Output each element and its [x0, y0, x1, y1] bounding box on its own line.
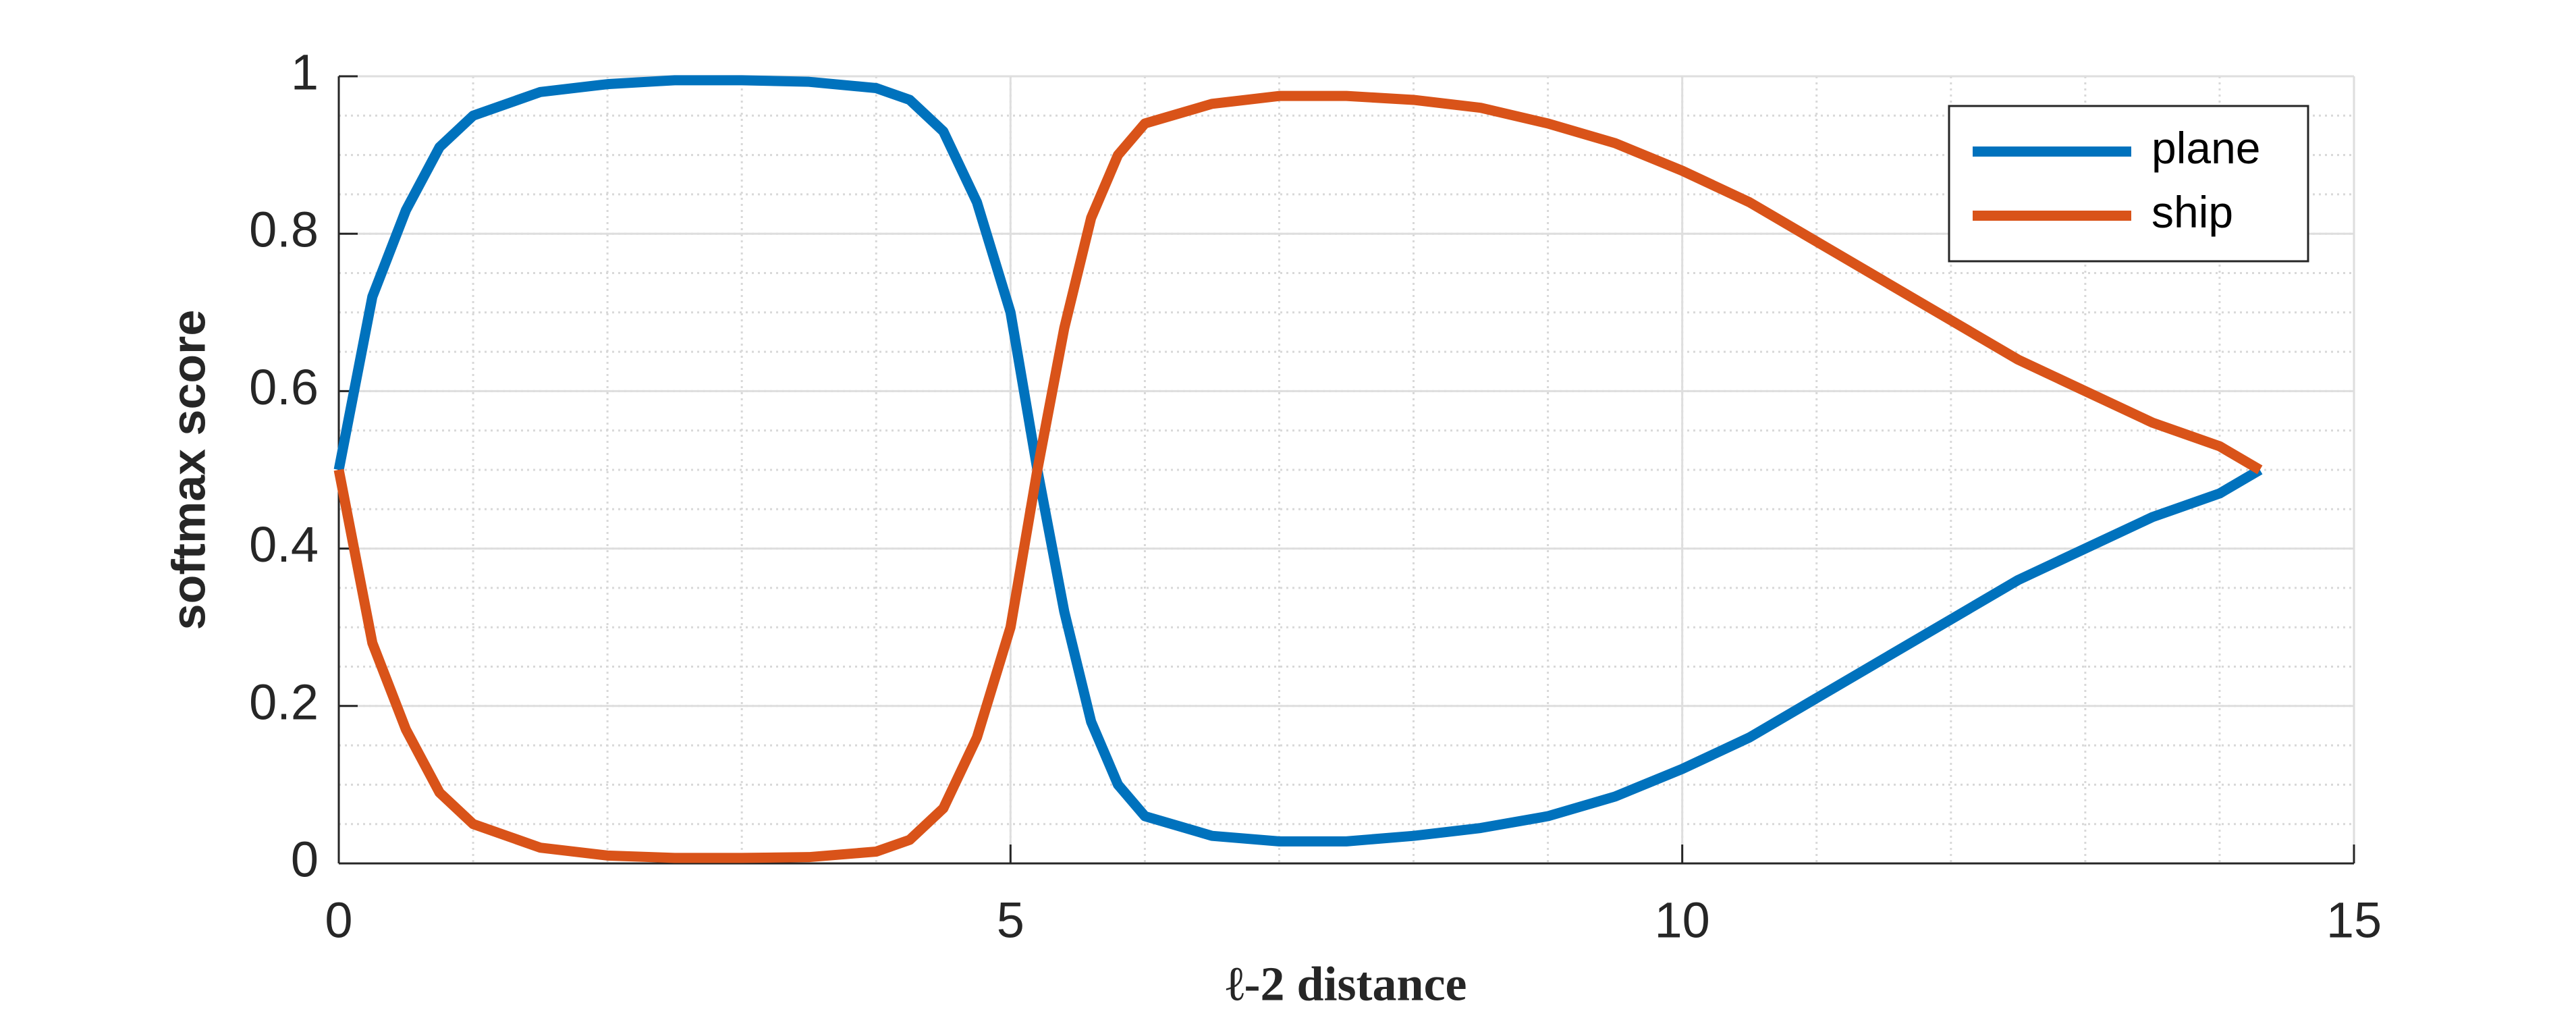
legend-box — [1948, 105, 2309, 263]
x-tick-label: 5 — [997, 892, 1024, 948]
y-tick-label: 1 — [291, 45, 319, 101]
x-tick-label: 0 — [325, 892, 352, 948]
y-tick-label: 0 — [291, 832, 319, 888]
y-tick-label: 0.4 — [249, 516, 319, 572]
x-axis-label: ℓ-2 distance — [1226, 957, 1467, 1011]
y-axis-label: softmax score — [162, 310, 215, 631]
series-line — [333, 75, 2263, 847]
x-tick-label: 15 — [2326, 892, 2382, 948]
y-tick-label: 0.8 — [249, 202, 319, 258]
legend: plane ship — [1948, 105, 2309, 263]
x-tick-label: 10 — [1655, 892, 1710, 948]
series-line — [333, 90, 2263, 863]
legend-label: ship — [2152, 187, 2233, 237]
y-tick-label: 0.6 — [249, 359, 319, 415]
y-tick-label: 0.2 — [249, 674, 319, 730]
legend-label: plane — [2152, 123, 2261, 173]
